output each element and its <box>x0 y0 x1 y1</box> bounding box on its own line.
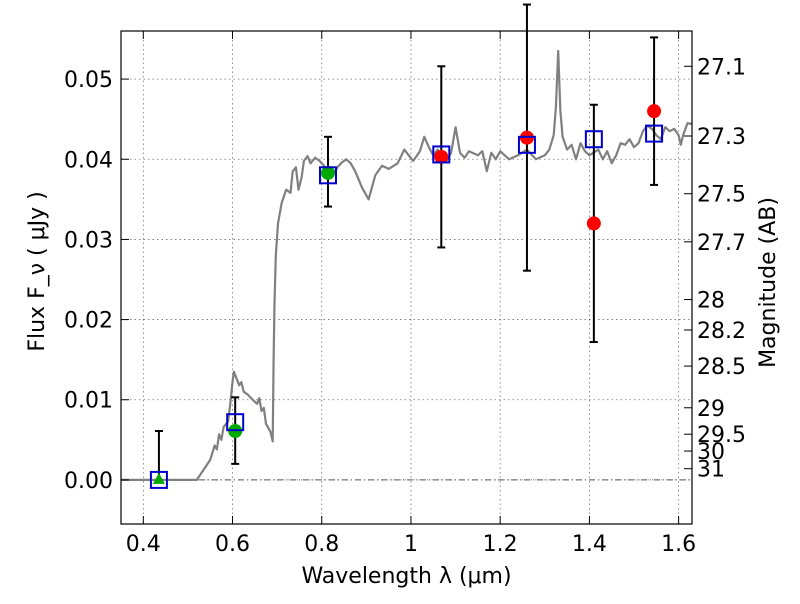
x-tick-label: 0.6 <box>215 532 250 557</box>
right-tick-label: 27.3 <box>697 125 746 150</box>
model-photometry-square <box>318 166 337 185</box>
x-tick-label: 0.4 <box>126 532 161 557</box>
y-tick-label: 0.03 <box>64 228 113 253</box>
x-axis: 0.4 0.6 0.8 1 1.2 1.4 1.6 <box>126 31 696 557</box>
right-tick-label: 28.5 <box>697 355 746 380</box>
right-tick-label: 30 <box>697 440 725 465</box>
x-tick-label: 1.2 <box>483 532 518 557</box>
detection-point <box>320 165 335 180</box>
y-tick-label: 0.01 <box>64 389 113 414</box>
observed-point <box>647 104 662 119</box>
x-tick-label: 1.6 <box>661 532 696 557</box>
y-axis: 0.00 0.01 0.02 0.03 0.04 0.05 <box>64 68 129 494</box>
model-photometry-square <box>584 130 603 149</box>
right-tick-label: 27.1 <box>697 55 746 80</box>
x-axis-label: Wavelength λ (μm) <box>301 564 511 589</box>
plot-frame <box>120 30 693 525</box>
model-photometry-square <box>432 145 451 164</box>
y-axis-label: Flux F_ν ( μJy ) <box>25 191 50 351</box>
right-tick-label: 27.7 <box>697 231 746 256</box>
marker-layer <box>149 104 664 489</box>
x-tick-label: 0.8 <box>304 532 339 557</box>
right-tick-label: 31 <box>697 458 725 483</box>
observed-point <box>434 149 449 164</box>
x-tick-label: 1 <box>404 532 418 557</box>
right-axis-label: Magnitude (AB) <box>756 197 781 368</box>
model-spectrum-line <box>121 49 693 481</box>
right-tick-label: 27.5 <box>697 183 746 208</box>
y-tick-label: 0.00 <box>64 469 113 494</box>
x-tick-label: 1.4 <box>572 532 607 557</box>
y-tick-label: 0.02 <box>64 309 113 334</box>
right-tick-label: 28.2 <box>697 319 746 344</box>
right-tick-label: 28 <box>697 289 725 314</box>
right-tick-label: 29.5 <box>697 423 746 448</box>
y-tick-label: 0.05 <box>64 68 113 93</box>
right-tick-label: 29 <box>697 397 725 422</box>
y-tick-label: 0.04 <box>64 148 113 173</box>
model-photometry-square <box>226 413 245 432</box>
model-photometry-square <box>645 124 664 143</box>
model-photometry-square <box>517 135 536 154</box>
model-spectrum-layer <box>121 49 693 481</box>
observed-point <box>586 216 601 231</box>
grid <box>121 31 692 524</box>
model-photometry-square <box>149 470 168 489</box>
upper-limit-marker <box>152 472 165 484</box>
